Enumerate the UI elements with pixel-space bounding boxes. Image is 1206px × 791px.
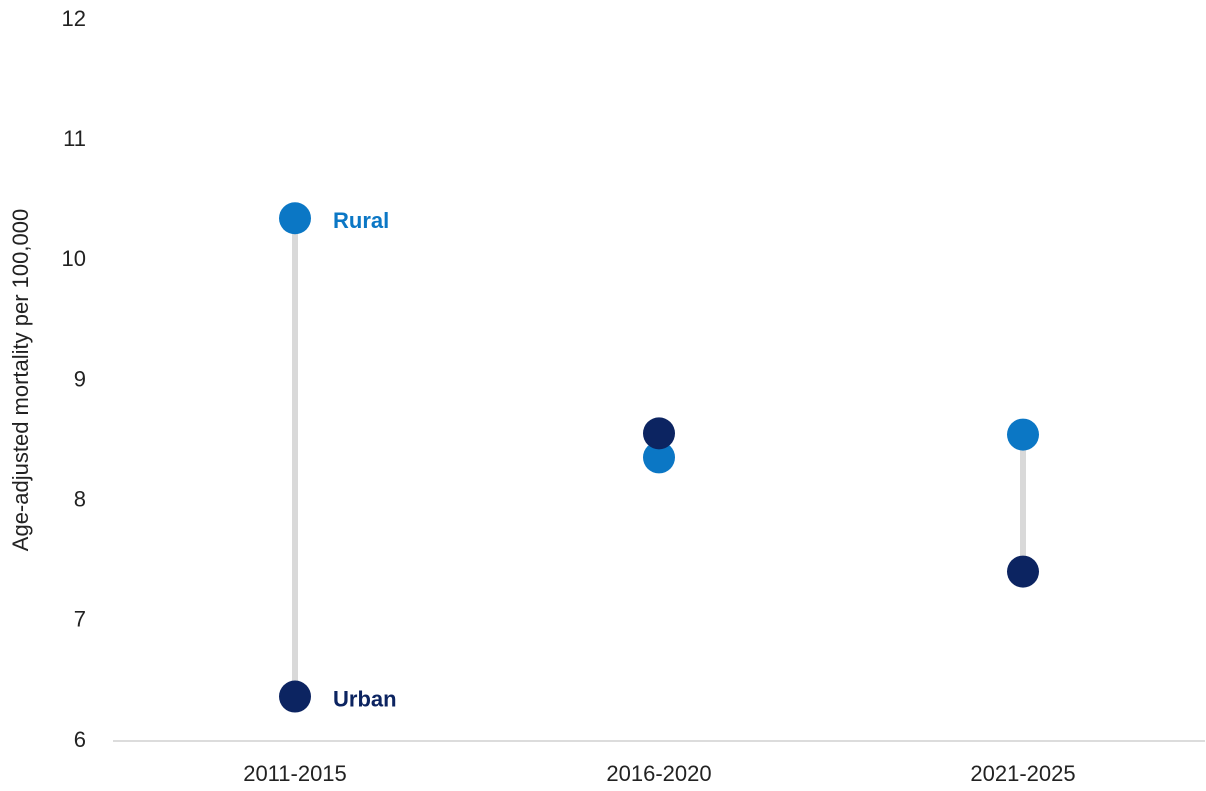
y-tick-label: 12: [62, 6, 86, 31]
y-tick-label: 11: [63, 126, 86, 151]
y-axis-label: Age-adjusted mortality per 100,000: [8, 209, 33, 551]
dot: [1007, 555, 1039, 588]
dot: [279, 202, 311, 235]
dot: [279, 680, 311, 713]
dot: [1007, 418, 1039, 451]
series-label: Rural: [333, 208, 389, 233]
series-label: Urban: [333, 686, 397, 711]
x-tick-label: 2021-2025: [970, 761, 1075, 786]
y-tick-label: 10: [62, 246, 86, 271]
dot: [643, 417, 675, 450]
dot: [643, 441, 675, 474]
y-tick-label: 6: [74, 727, 86, 752]
y-tick-label: 7: [74, 607, 86, 632]
y-tick-label: 8: [74, 486, 86, 511]
y-tick-label: 9: [74, 366, 86, 391]
x-tick-label: 2011-2015: [243, 761, 347, 786]
x-tick-label: 2016-2020: [606, 761, 711, 786]
